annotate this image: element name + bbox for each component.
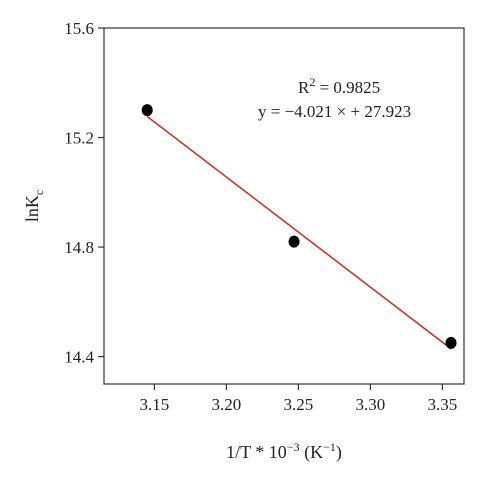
x-axis-title: 1/T * 10−3 (K−1): [226, 440, 342, 463]
y-axis-title: lnKc: [22, 190, 46, 222]
data-point: [141, 104, 153, 117]
equation-annotation: y = −4.021 × + 27.923: [258, 102, 411, 121]
x-tick-label: 3.20: [212, 395, 242, 414]
data-point: [445, 336, 457, 349]
y-tick-label: 14.4: [64, 348, 94, 367]
x-tick-label: 3.30: [356, 395, 386, 414]
x-axis: 3.15 3.20 3.25 3.30 3.35: [140, 384, 458, 414]
data-points: [141, 104, 457, 349]
y-tick-label: 15.2: [64, 129, 94, 148]
plot-frame: [103, 27, 465, 385]
x-tick-label: 3.25: [284, 395, 314, 414]
y-tick-label: 15.6: [64, 19, 94, 38]
data-point: [288, 235, 300, 248]
y-tick-label: 14.8: [64, 238, 94, 257]
r-squared-annotation: R2 = 0.9825: [298, 75, 380, 97]
y-axis: 14.4 14.8 15.2 15.6: [64, 19, 104, 367]
x-tick-label: 3.15: [140, 395, 170, 414]
fit-line: [146, 115, 452, 350]
x-tick-label: 3.35: [428, 395, 458, 414]
